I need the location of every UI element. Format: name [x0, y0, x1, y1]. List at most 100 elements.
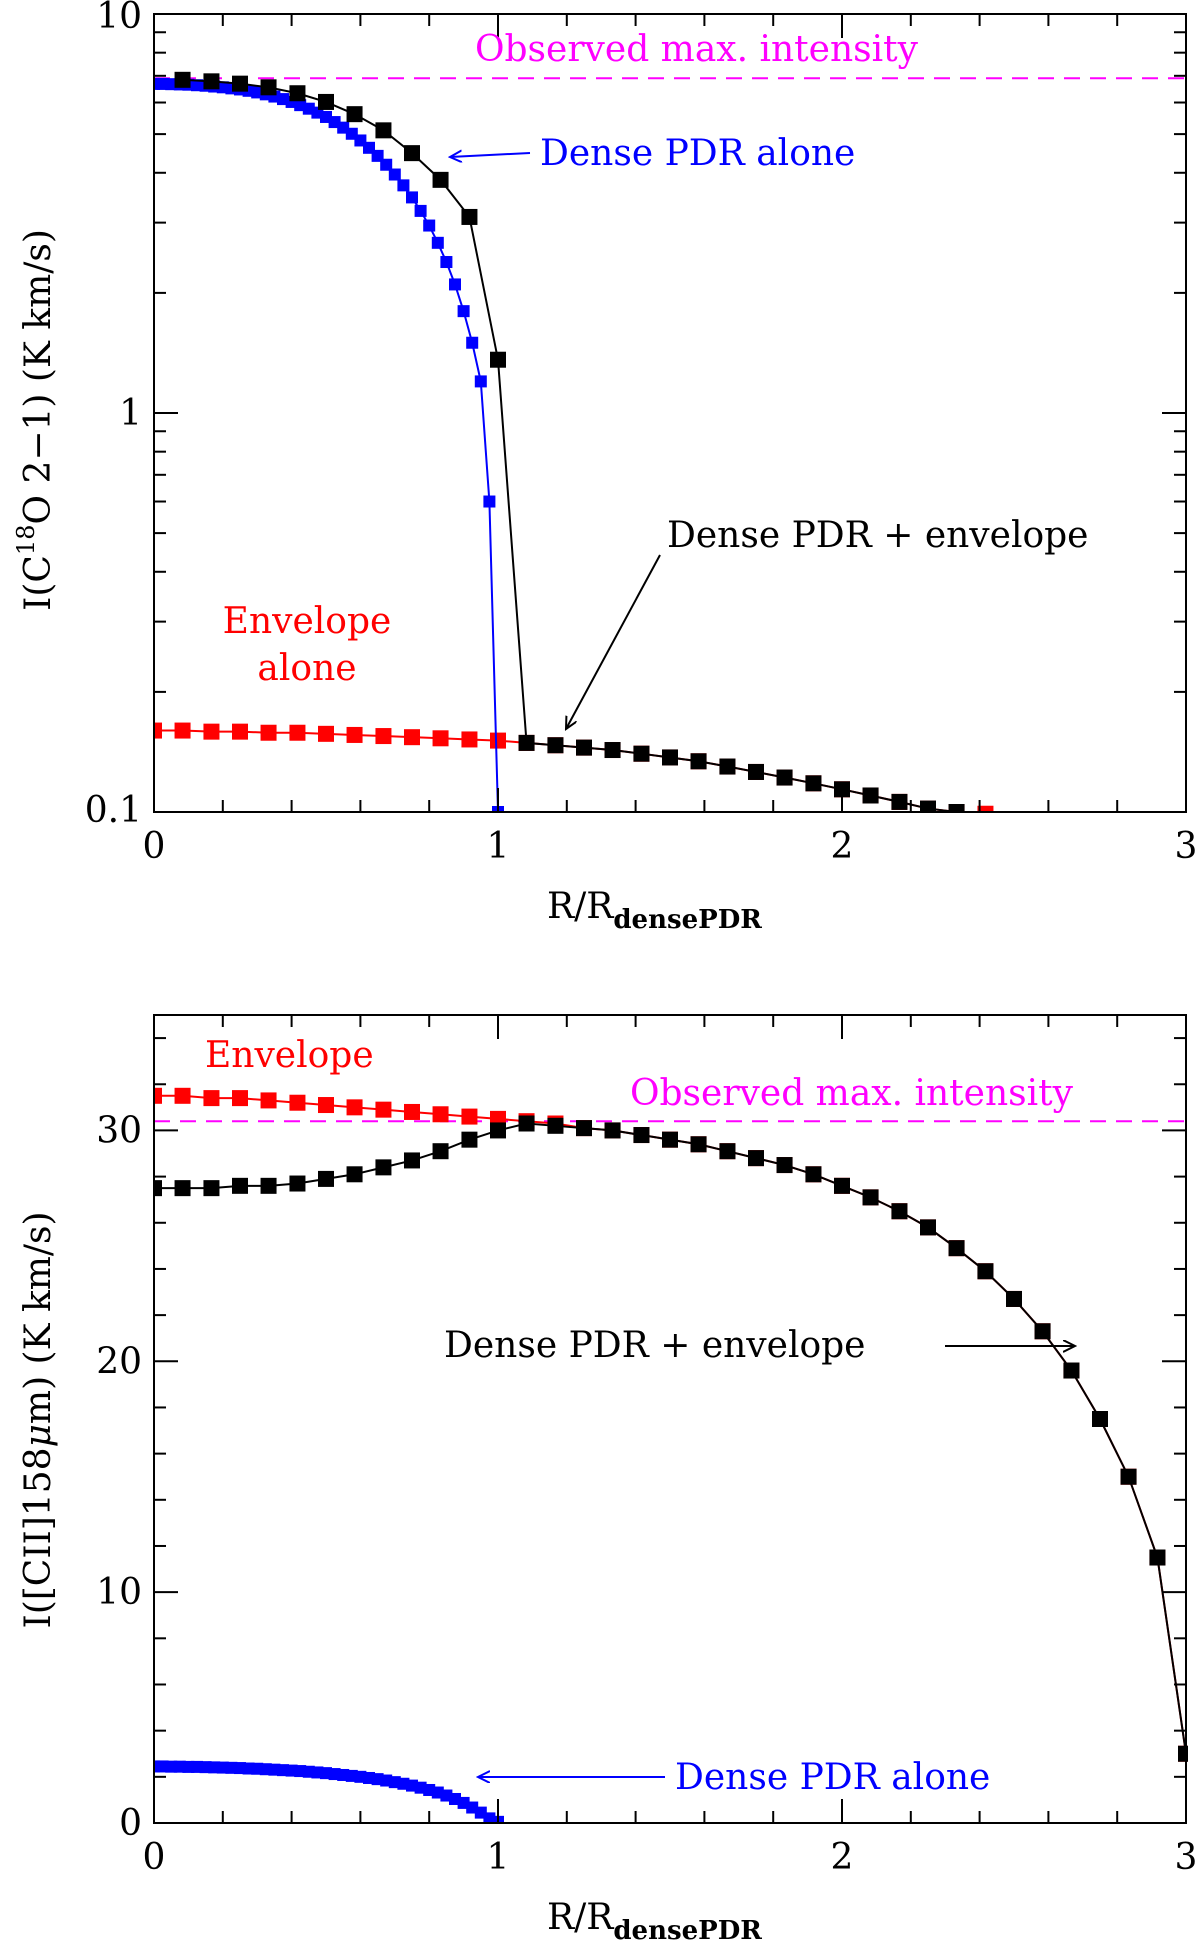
c18o-ylabel-sup: 18 — [12, 525, 40, 556]
cii-dense-pdr-envelope-point — [260, 1177, 277, 1194]
c18o-ytick-label: 10 — [96, 0, 142, 37]
cii-dense-pdr-envelope-point — [375, 1159, 392, 1176]
cii-envelope-point — [318, 1097, 334, 1114]
cii-envelope-point — [203, 1090, 220, 1107]
c18o-dense-pdr-alone-point — [397, 179, 410, 192]
cii-xlabel: R/RdensePDR — [547, 1897, 762, 1941]
c18o-dense-pdr-envelope-point — [346, 106, 363, 123]
cii-envelope-point — [232, 1090, 248, 1107]
c18o-ylabel-pre: I(C — [18, 555, 59, 611]
cii-dense-pdr-envelope-point — [1149, 1549, 1166, 1566]
c18o-dense-pdr-envelope-point — [748, 763, 764, 780]
c18o-envelope-alone-point — [375, 728, 392, 745]
cii-xtick-label: 2 — [831, 1837, 854, 1878]
cii-dense-pdr-envelope-point — [1063, 1362, 1080, 1379]
cii-envelope-point — [404, 1103, 420, 1120]
cii-dense-pdr-envelope-point — [490, 1122, 506, 1139]
cii-dense-pdr-alone-point — [483, 1812, 496, 1823]
cii-dense-pdr-envelope-point — [404, 1152, 420, 1169]
c18o-combined-label: Dense PDR + envelope — [667, 515, 1089, 556]
c18o-ylabel-post: O 2−1) (K km/s) — [18, 229, 59, 524]
c18o-dense-pdr-envelope-point — [891, 793, 908, 810]
cii-ylabel: I([CII]158μm) (K km/s) — [18, 1211, 59, 1628]
cii-dense-pdr-envelope-point — [604, 1122, 621, 1139]
c18o-envelope-alone-point — [318, 725, 334, 742]
c18o-envelope-alone-point — [232, 723, 248, 740]
cii-dense-pdr-envelope-point — [633, 1127, 650, 1144]
c18o-dense-pdr-alone-line — [154, 82, 499, 812]
c18o-envelope-alone-point — [260, 724, 277, 741]
c18o-envelope-alone-point — [404, 729, 420, 746]
c18o-dense-pdr-envelope-point — [461, 208, 478, 225]
c18o-dense-pdr-envelope-point — [490, 351, 506, 368]
cii-xlabel-sub: densePDR — [613, 1916, 762, 1941]
cii-envelope-line — [154, 1094, 1187, 1754]
cii-dense-pdr-envelope-point — [461, 1131, 478, 1148]
cii-observed-max-label: Observed max. intensity — [630, 1073, 1074, 1114]
c18o-dense-pdr-envelope-point — [862, 787, 879, 804]
c18o-tick-labels: 0 1 2 3 0.1 1 10 — [85, 0, 1198, 867]
cii-dense-pdr-envelope-point — [862, 1189, 879, 1206]
cii-dense-pdr-envelope-point — [154, 1180, 162, 1197]
c18o-ylabel: I(C18O 2−1) (K km/s) — [12, 229, 59, 611]
c18o-dense-pdr-alone-point — [483, 495, 496, 508]
c18o-dense-pdr-envelope-point — [174, 71, 191, 88]
c18o-dense-pdr-alone-point — [466, 336, 479, 349]
c18o-dense-pdr-envelope-point — [719, 758, 736, 775]
cii-ytick-label: 0 — [119, 1803, 142, 1844]
cii-plot-area — [154, 1087, 1188, 1823]
cii-dense-pdr-envelope-point — [346, 1166, 363, 1183]
cii-envelope-label: Envelope — [205, 1035, 374, 1076]
c18o-dense-pdr-envelope-point — [203, 73, 220, 90]
c18o-dense-pdr-envelope-point — [518, 734, 535, 751]
cii-envelope-point — [174, 1087, 191, 1104]
cii-dense-pdr-envelope-point — [547, 1117, 564, 1134]
cii-dense-pdr-envelope-point — [232, 1177, 248, 1194]
c18o-envelope-alone-point — [490, 732, 506, 749]
cii-dense-pdr-envelope-line — [154, 1122, 1187, 1754]
cii-plot-frame — [153, 1014, 1187, 1824]
c18o-dense-pdr-alone-point — [474, 375, 487, 388]
c18o-combined-arrow — [566, 554, 661, 729]
c18o-dense-pdr-alone-point — [388, 168, 401, 181]
cii-dense-pdr-envelope-point — [834, 1177, 850, 1194]
c18o-envelope-alone-point — [289, 724, 306, 741]
cii-dense-pdr-envelope-point — [719, 1143, 736, 1160]
c18o-dense-pdr-alone-point — [345, 127, 358, 140]
cii-ytick-label: 20 — [96, 1341, 142, 1382]
cii-dense-pdr-envelope-point — [690, 1136, 707, 1153]
c18o-dense-pdr-envelope-point — [948, 804, 965, 812]
cii-dense-pdr-envelope-point — [203, 1180, 220, 1197]
cii-ticks — [153, 1015, 1187, 1824]
cii-dense-pdr-envelope-point — [977, 1263, 994, 1280]
c18o-dense-pdr-envelope-line — [182, 78, 957, 812]
c18o-observed-max-label: Observed max. intensity — [475, 29, 919, 70]
c18o-dense-pdr-alone-point — [423, 219, 436, 232]
c18o-xlabel-sub: densePDR — [613, 905, 762, 935]
cii-envelope-point — [260, 1092, 277, 1109]
c18o-xlabel-main: R/R — [547, 886, 614, 927]
cii-ylabel-post: m) (K km/s) — [18, 1211, 59, 1424]
c18o-envelope-alone-point — [432, 730, 449, 747]
c18o-dense-alone-label: Dense PDR alone — [540, 133, 855, 174]
cii-dense-pdr-envelope-point — [776, 1157, 793, 1174]
c18o-dense-alone-arrow — [450, 153, 531, 157]
c18o-dense-pdr-envelope-point — [776, 769, 793, 786]
cii-dense-pdr-envelope-point — [891, 1203, 908, 1220]
cii-dense-alone-label: Dense PDR alone — [675, 1757, 990, 1798]
cii-envelope-point — [375, 1101, 392, 1118]
cii-ytick-label: 10 — [96, 1572, 142, 1613]
c18o-panel: 0 1 2 3 0.1 1 10 Observed max. intensity Dense… — [12, 0, 1197, 935]
cii-dense-pdr-envelope-point — [1178, 1745, 1188, 1762]
c18o-dense-pdr-envelope-point — [318, 93, 334, 110]
c18o-dense-pdr-envelope-point — [920, 800, 936, 812]
c18o-ticks — [153, 13, 1187, 813]
cii-dense-pdr-envelope-point — [1092, 1411, 1108, 1427]
cii-envelope-point — [432, 1106, 449, 1123]
c18o-envelope-alone-point — [461, 731, 478, 748]
c18o-dense-pdr-envelope-point — [289, 85, 306, 102]
c18o-dense-pdr-alone-point — [457, 305, 470, 318]
c18o-ytick-label: 1 — [119, 393, 142, 434]
